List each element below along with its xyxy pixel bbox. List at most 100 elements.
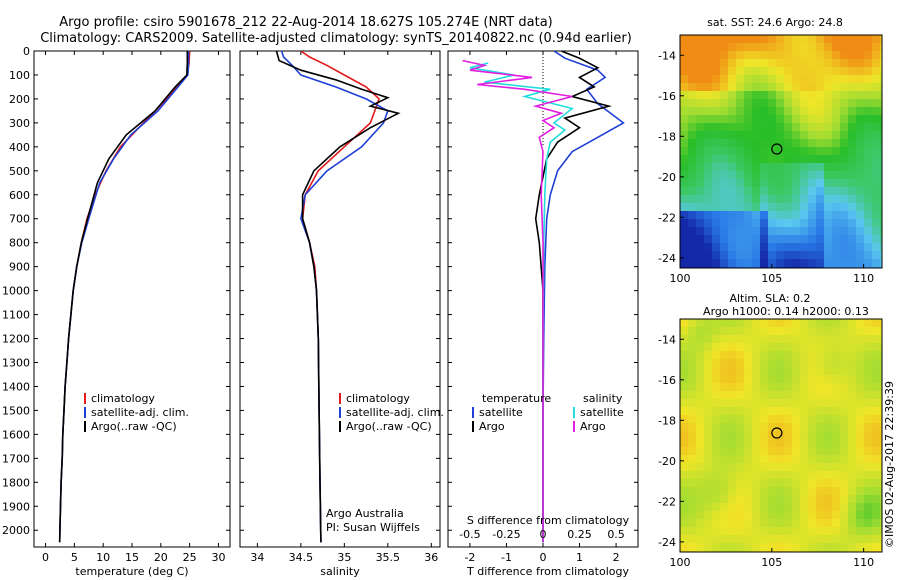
heat-cell xyxy=(760,219,768,227)
heat-cell xyxy=(808,511,816,519)
heat-cell xyxy=(840,259,848,267)
heat-cell xyxy=(824,495,832,503)
heat-cell xyxy=(832,383,840,391)
heat-cell xyxy=(840,67,848,75)
heat-cell xyxy=(792,203,800,211)
heat-cell xyxy=(848,503,856,511)
heat-cell xyxy=(760,147,768,155)
heat-cell xyxy=(760,359,768,367)
heat-cell xyxy=(792,131,800,139)
heat-cell xyxy=(776,83,784,91)
heat-cell xyxy=(864,335,872,343)
heat-cell xyxy=(880,375,882,383)
heat-cell xyxy=(864,407,872,415)
heat-cell xyxy=(704,455,712,463)
heat-cell xyxy=(704,431,712,439)
heat-cell xyxy=(768,391,776,399)
heat-cell xyxy=(704,415,712,423)
heat-cell xyxy=(872,259,880,267)
heat-cell xyxy=(680,163,688,171)
heat-cell xyxy=(880,495,882,503)
heat-cell xyxy=(864,243,872,251)
heat-cell xyxy=(704,187,712,195)
heat-cell xyxy=(840,163,848,171)
heat-cell xyxy=(744,415,752,423)
heat-cell xyxy=(736,251,744,259)
heat-cell xyxy=(784,131,792,139)
heat-cell xyxy=(848,351,856,359)
heat-cell xyxy=(816,431,824,439)
heat-cell xyxy=(712,351,720,359)
heat-cell xyxy=(688,115,696,123)
heat-cell xyxy=(704,243,712,251)
heat-cell xyxy=(792,431,800,439)
x-tick-label: 34 xyxy=(250,551,264,564)
heat-cell xyxy=(728,147,736,155)
heat-cell xyxy=(760,383,768,391)
heat-cell xyxy=(784,67,792,75)
heat-cell xyxy=(704,75,712,83)
map-x-tick-label: 105 xyxy=(761,556,782,569)
heat-cell xyxy=(856,59,864,67)
heat-cell xyxy=(736,59,744,67)
heat-cell xyxy=(680,479,688,487)
salinity-axes-frame xyxy=(239,50,441,548)
heat-cell xyxy=(816,187,824,195)
heat-cell xyxy=(776,463,784,471)
heat-cell xyxy=(816,343,824,351)
heat-cell xyxy=(712,399,720,407)
series-line xyxy=(58,51,191,543)
heat-cell xyxy=(760,179,768,187)
heat-cell xyxy=(808,503,816,511)
heat-cell xyxy=(704,219,712,227)
heat-cell xyxy=(784,171,792,179)
heat-cell xyxy=(744,391,752,399)
heat-cell xyxy=(872,367,880,375)
heat-cell xyxy=(704,375,712,383)
heat-cell xyxy=(856,535,864,543)
heat-cell xyxy=(768,375,776,383)
heat-cell xyxy=(824,439,832,447)
heat-cell xyxy=(728,447,736,455)
map-y-tick-label: -14 xyxy=(658,333,676,346)
heat-cell xyxy=(856,487,864,495)
heat-cell xyxy=(880,59,882,67)
heat-cell xyxy=(744,195,752,203)
heat-cell xyxy=(864,503,872,511)
heat-cell xyxy=(840,519,848,527)
heat-cell xyxy=(680,375,688,383)
heat-cell xyxy=(720,439,728,447)
heat-cell xyxy=(856,463,864,471)
x-tick-label: 35.5 xyxy=(376,551,401,564)
heat-cell xyxy=(792,75,800,83)
heat-cell xyxy=(704,147,712,155)
heat-cell xyxy=(792,439,800,447)
heat-cell xyxy=(680,391,688,399)
s-diff-tick-label: 0.25 xyxy=(567,528,592,541)
heat-cell xyxy=(808,383,816,391)
heat-cell xyxy=(688,203,696,211)
heat-cell xyxy=(712,43,720,51)
heat-cell xyxy=(760,487,768,495)
heat-cell xyxy=(864,423,872,431)
heat-cell xyxy=(744,235,752,243)
series-line xyxy=(300,51,381,543)
heat-cell xyxy=(744,259,752,267)
heat-cell xyxy=(816,543,824,551)
heat-cell xyxy=(776,335,784,343)
heat-cell xyxy=(800,479,808,487)
heat-cell xyxy=(680,147,688,155)
heat-cell xyxy=(864,415,872,423)
heat-cell xyxy=(792,219,800,227)
heat-cell xyxy=(856,399,864,407)
depth-tick-label: 1600 xyxy=(2,428,30,441)
heat-cell xyxy=(784,91,792,99)
heat-cell xyxy=(736,83,744,91)
heat-cell xyxy=(840,123,848,131)
heat-cell xyxy=(776,163,784,171)
heat-cell xyxy=(776,383,784,391)
heat-cell xyxy=(872,519,880,527)
heat-cell xyxy=(856,431,864,439)
heat-cell xyxy=(832,131,840,139)
heat-cell xyxy=(760,455,768,463)
